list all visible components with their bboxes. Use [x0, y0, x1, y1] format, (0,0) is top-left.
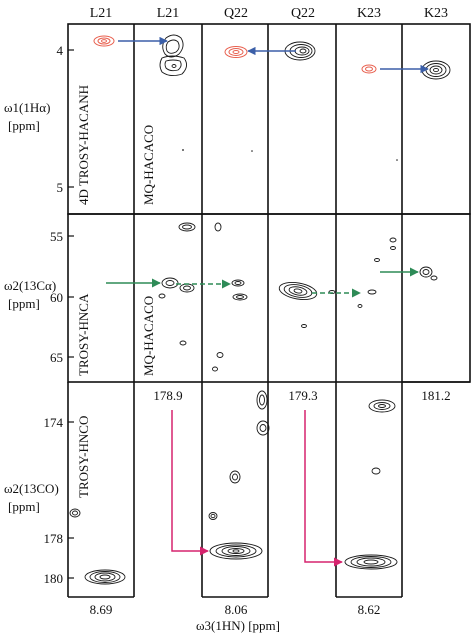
row3-axis-unit: [ppm]: [8, 499, 40, 514]
label-trosy-hnco: TROSY-HNCO: [76, 416, 91, 498]
row3-tick-174: 174: [44, 415, 64, 430]
label-mq-hacaco-mid: MQ-HACACO: [141, 296, 156, 376]
row3-peaks-col3: [208, 390, 270, 560]
row3-arrow-magenta-2: [304, 410, 343, 567]
co-value-3: 181.2: [421, 388, 450, 403]
column-header-6: K23: [424, 6, 448, 21]
row1-frame: [67, 23, 471, 215]
label-trosy-hnca: TROSY-HNCA: [76, 293, 91, 376]
x-axis-title: ω3(1HN) [ppm]: [196, 618, 280, 633]
row2-peaks-col3: [212, 222, 248, 372]
y-ticks: [68, 49, 74, 579]
row2-peaks-col6: [419, 266, 438, 281]
row2-axis-unit: [ppm]: [8, 296, 40, 311]
x-tick-3: 8.62: [358, 602, 381, 617]
row2-axis-title: ω2(13Cα): [4, 278, 56, 293]
row3-peaks-col5: [344, 399, 398, 570]
row1-peak-k23-red: [361, 64, 377, 74]
label-mq-hacaco-top: MQ-HACACO: [141, 125, 156, 205]
row2-frame: [67, 213, 471, 383]
row2-peak-q22-strong: [278, 282, 336, 328]
column-header-2: L21: [157, 6, 180, 21]
row3-frame: [67, 381, 470, 598]
row1-peak-q22-red: [224, 46, 248, 58]
row1-axis-unit: [ppm]: [8, 118, 40, 133]
row1-tick-4: 4: [57, 43, 64, 58]
row2-tick-65: 65: [50, 350, 63, 365]
row1-peak-l21-black: [159, 34, 187, 77]
row1-peak-l21-red: [93, 35, 115, 47]
row1-axis-title: ω1(1Hα): [4, 100, 50, 115]
co-value-2: 179.3: [288, 388, 317, 403]
row1-tick-5: 5: [57, 180, 64, 195]
row2-tick-60: 60: [50, 290, 63, 305]
column-header-5: K23: [357, 6, 381, 21]
row3-tick-178: 178: [44, 531, 64, 546]
row3-tick-180: 180: [44, 571, 64, 586]
row3-arrow-magenta-1: [171, 410, 209, 556]
row2-tick-55: 55: [50, 229, 63, 244]
row1-peak-k23-black: [421, 60, 451, 80]
column-header-1: L21: [90, 6, 113, 21]
column-header-3: Q22: [224, 6, 248, 21]
x-tick-2: 8.06: [225, 602, 248, 617]
co-value-1: 178.9: [153, 388, 182, 403]
row3-peaks-col1: [69, 508, 126, 585]
column-header-4: Q22: [291, 6, 315, 21]
row2-peaks-col5: [357, 237, 397, 308]
label-4d-trosy-hacanh: 4D TROSY-HACANH: [76, 85, 91, 205]
row1-noise: [182, 149, 398, 161]
row3-axis-title: ω2(13CO): [4, 481, 59, 496]
x-tick-1: 8.69: [90, 602, 113, 617]
